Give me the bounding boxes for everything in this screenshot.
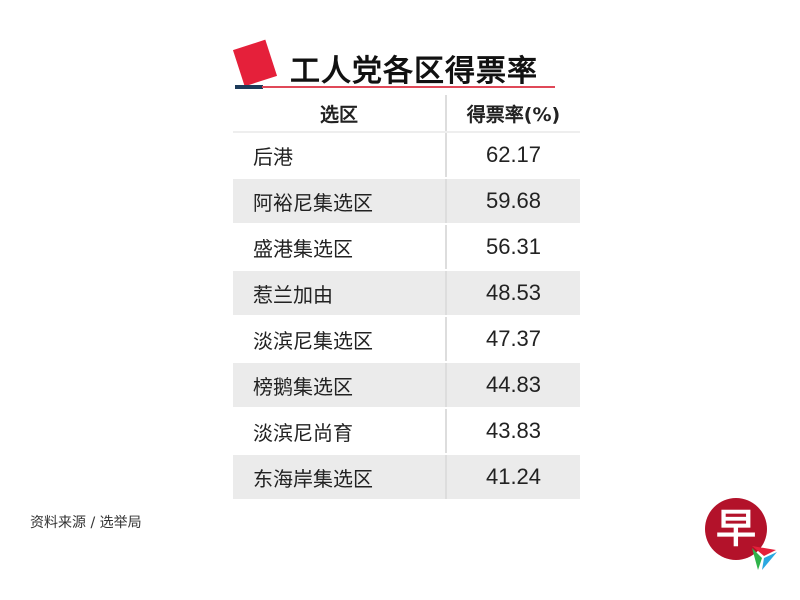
vote-share-cell: 56.31 (446, 224, 580, 271)
district-cell: 后港 (233, 132, 447, 179)
district-cell: 盛港集选区 (233, 224, 447, 271)
district-cell: 阿裕尼集选区 (233, 178, 447, 225)
logo: 早 (705, 498, 767, 560)
vote-share-cell: 43.83 (446, 408, 580, 455)
table-row: 淡滨尼尚育 43.83 (233, 408, 580, 455)
header-district: 选区 (233, 95, 447, 133)
ballot-icon (232, 39, 278, 87)
title-rule-accent (235, 85, 263, 89)
table-row: 后港 62.17 (233, 132, 580, 179)
title-rule (262, 86, 555, 88)
vote-share-cell: 47.37 (446, 316, 580, 363)
header-vote-share: 得票率(%) (446, 95, 580, 133)
district-cell: 惹兰加由 (233, 270, 447, 317)
vote-share-cell: 41.24 (446, 454, 580, 501)
table-row: 惹兰加由 48.53 (233, 270, 580, 317)
vote-share-cell: 44.83 (446, 362, 580, 409)
district-cell: 东海岸集选区 (233, 454, 447, 501)
table-row: 盛港集选区 56.31 (233, 224, 580, 271)
vote-share-cell: 59.68 (446, 178, 580, 225)
district-cell: 淡滨尼尚育 (233, 408, 447, 455)
table-row: 榜鹅集选区 44.83 (233, 362, 580, 409)
table-row: 东海岸集选区 41.24 (233, 454, 580, 501)
chart-title: 工人党各区得票率 (290, 54, 538, 89)
play-icon (752, 546, 777, 570)
district-cell: 榜鹅集选区 (233, 362, 447, 409)
table-header: 选区 得票率(%) (233, 95, 580, 133)
results-table: 选区 得票率(%) 后港 62.17 阿裕尼集选区 59.68 盛港集选区 56.31 惹兰… (233, 95, 580, 501)
district-cell: 淡滨尼集选区 (233, 316, 447, 363)
table-row: 阿裕尼集选区 59.68 (233, 178, 580, 225)
vote-share-cell: 62.17 (446, 132, 580, 179)
logo-text: 早 (716, 506, 756, 552)
source-note: 资料来源 / 选举局 (30, 515, 142, 531)
vote-share-cell: 48.53 (446, 270, 580, 317)
table-row: 淡滨尼集选区 47.37 (233, 316, 580, 363)
